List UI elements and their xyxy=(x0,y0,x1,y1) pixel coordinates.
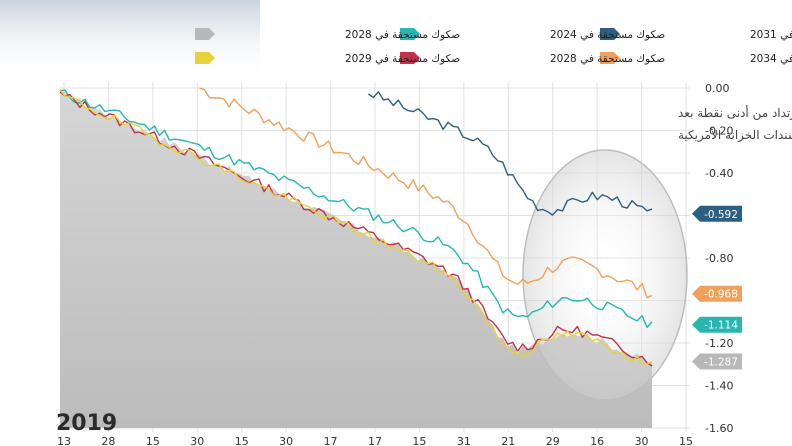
x-tick-label: 13 xyxy=(57,435,71,446)
x-tick-label: 28 xyxy=(101,435,115,446)
legend-item-4: صكوك مستحقة في 2028 xyxy=(195,28,460,41)
legend-item-1: صكوك مستحقة في 2034 xyxy=(600,52,792,65)
x-tick-label: 15 xyxy=(412,435,426,446)
series-line-3 xyxy=(59,91,653,367)
legend-item-5: صكوك مستحقة في 2029 xyxy=(195,52,460,65)
legend-swatch xyxy=(195,28,215,40)
end-value-tags: -0.592 -0.968 -1.114 -1.287 xyxy=(692,205,742,370)
y-axis: 0.00 -0.20 -0.40 -0.80 -1.20 -1.40 -1.60 xyxy=(705,82,733,435)
end-tag-shape xyxy=(692,316,742,333)
x-tick-label: 30 xyxy=(190,435,204,446)
highlight-ellipse xyxy=(522,149,688,401)
end-tag-label: -1.287 xyxy=(704,356,738,368)
year-label: 2019 xyxy=(56,411,117,436)
legend-swatch xyxy=(400,52,420,64)
x-tick-label: 21 xyxy=(501,435,515,446)
header-decoration xyxy=(0,0,260,80)
end-tag-0: -0.592 xyxy=(692,205,742,222)
end-tag-shape xyxy=(692,285,742,302)
legend-label: صكوك مستحقة في 2024 xyxy=(550,29,665,41)
end-tag-4: -1.287 xyxy=(692,353,742,370)
x-tick-label: 15 xyxy=(235,435,249,446)
series-lines xyxy=(59,87,653,367)
legend-label: صكوك مستحقة في 2034 xyxy=(750,53,792,65)
legend-item-0: صكوك مستحقة في 2031 xyxy=(600,28,792,41)
y-tick-label: -0.20 xyxy=(705,125,733,138)
legend-swatch xyxy=(600,52,620,64)
y-tick-label: -1.20 xyxy=(705,337,733,350)
legend-label: صكوك مستحقة في 2031 xyxy=(750,29,792,41)
x-tick-label: 15 xyxy=(146,435,160,446)
end-tag-label: -0.592 xyxy=(704,209,738,221)
series-line-2 xyxy=(59,89,653,329)
legend-label: صكوك مستحقة في 2028 xyxy=(345,29,460,41)
legend-item-3: صكوك مستحقة في 2028 xyxy=(400,52,665,65)
x-tick-label: 16 xyxy=(590,435,604,446)
end-tag-label: -1.114 xyxy=(704,320,738,332)
x-tick-label: 31 xyxy=(457,435,471,446)
legend-swatch xyxy=(195,52,215,64)
x-tick-label: 29 xyxy=(546,435,560,446)
series-line-1 xyxy=(199,87,653,299)
annotation-line-1: الارتداد من أدنى نقطة بعد xyxy=(678,105,792,121)
area-2028-grey xyxy=(60,88,652,429)
x-tick-label: 17 xyxy=(368,435,382,446)
legend-item-2: صكوك مستحقة في 2024 xyxy=(400,28,665,41)
legend-swatch xyxy=(600,28,620,40)
annotation-line-2: تعافي عوائد سندات الخزانة الأمريكية xyxy=(678,127,792,143)
y-tick-label: -1.60 xyxy=(705,422,733,435)
series-line-0 xyxy=(368,91,653,216)
x-tick-label: 30 xyxy=(635,435,649,446)
legend-label: صكوك مستحقة في 2028 xyxy=(550,53,665,65)
y-tick-label: -1.40 xyxy=(705,380,733,393)
end-tag-shape xyxy=(692,205,742,222)
y-tick-label: -0.80 xyxy=(705,252,733,265)
end-tag-1: -0.968 xyxy=(692,285,742,302)
series-line-5 xyxy=(59,89,653,365)
y-tick-label: 0.00 xyxy=(705,82,730,95)
y-tick-label: -0.40 xyxy=(705,167,733,180)
legend: صكوك مستحقة في 2031 صكوك مستحقة في 2024 صك… xyxy=(195,28,792,65)
x-tick-label: 17 xyxy=(324,435,338,446)
legend-label: صكوك مستحقة في 2029 xyxy=(345,53,460,65)
end-tag-label: -0.968 xyxy=(704,289,738,301)
x-axis: 13 28 15 30 15 30 17 17 15 31 21 29 16 30 15 xyxy=(57,435,693,446)
legend-swatch xyxy=(400,28,420,40)
x-tick-label: 30 xyxy=(279,435,293,446)
end-tag-2: -1.114 xyxy=(692,316,742,333)
end-tag-shape xyxy=(692,353,742,370)
x-tick-label: 15 xyxy=(679,435,693,446)
